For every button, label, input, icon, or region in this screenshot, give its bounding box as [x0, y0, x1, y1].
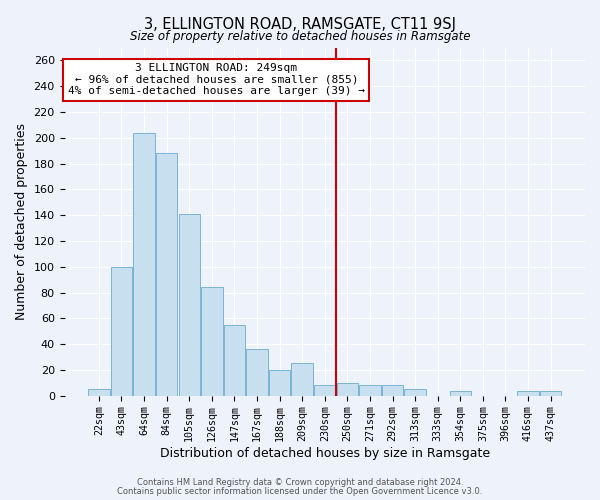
Text: Size of property relative to detached houses in Ramsgate: Size of property relative to detached ho… [130, 30, 470, 43]
Text: Contains public sector information licensed under the Open Government Licence v3: Contains public sector information licen… [118, 486, 482, 496]
X-axis label: Distribution of detached houses by size in Ramsgate: Distribution of detached houses by size … [160, 447, 490, 460]
Bar [201, 288, 223, 396]
Bar [224, 325, 245, 396]
Bar [540, 390, 562, 396]
Bar [292, 364, 313, 396]
Bar [382, 386, 403, 396]
Bar [404, 390, 426, 396]
Bar [314, 386, 335, 396]
Bar [156, 154, 178, 396]
Bar [517, 390, 539, 396]
Bar [449, 390, 471, 396]
Bar [179, 214, 200, 396]
Y-axis label: Number of detached properties: Number of detached properties [15, 123, 28, 320]
Bar [269, 370, 290, 396]
Bar [111, 267, 132, 396]
Text: 3 ELLINGTON ROAD: 249sqm
← 96% of detached houses are smaller (855)
4% of semi-d: 3 ELLINGTON ROAD: 249sqm ← 96% of detach… [68, 63, 365, 96]
Bar [246, 350, 268, 396]
Bar [359, 386, 380, 396]
Bar [133, 132, 155, 396]
Bar [337, 383, 358, 396]
Bar [88, 390, 110, 396]
Text: Contains HM Land Registry data © Crown copyright and database right 2024.: Contains HM Land Registry data © Crown c… [137, 478, 463, 487]
Text: 3, ELLINGTON ROAD, RAMSGATE, CT11 9SJ: 3, ELLINGTON ROAD, RAMSGATE, CT11 9SJ [144, 18, 456, 32]
